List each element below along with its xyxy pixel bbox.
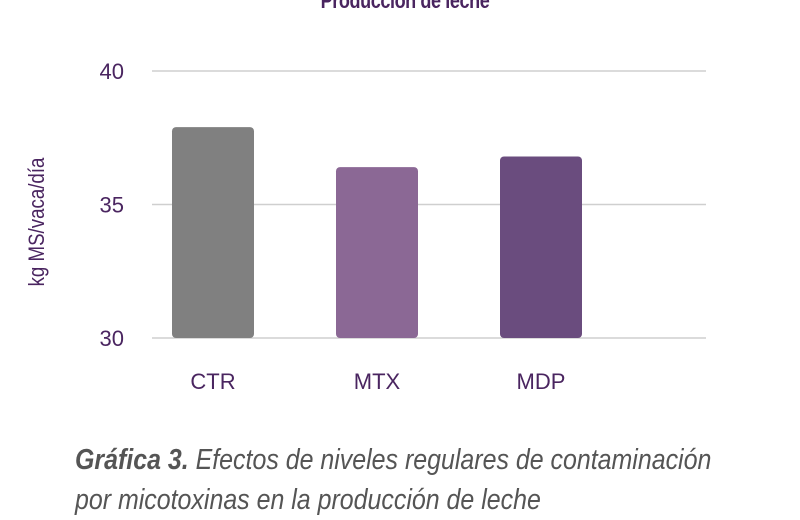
y-tick-labels: 30 35 40	[100, 59, 124, 351]
x-tick-label-ctr: CTR	[190, 369, 235, 394]
bar-mtx	[336, 167, 418, 338]
y-tick-label: 30	[100, 326, 124, 351]
caption-text-1: Efectos de niveles regulares de contamin…	[195, 444, 712, 476]
x-tick-labels: CTR MTX MDP	[190, 369, 565, 394]
chart-title: Producción de leche	[320, 0, 490, 13]
bar-chart: 30 35 40 CTR MTX MDP kg MS/vaca/día	[26, 59, 706, 394]
caption-line-2: por micotoxinas en la producción de lech…	[75, 484, 541, 516]
figure-caption: Gráfica 3. Efectos de niveles regulares …	[75, 440, 711, 520]
y-tick-label: 35	[100, 193, 124, 218]
y-tick-label: 40	[100, 59, 124, 84]
caption-label: Gráfica 3.	[75, 444, 189, 476]
bars	[172, 127, 582, 338]
caption-line-1: Gráfica 3. Efectos de niveles regulares …	[75, 440, 711, 480]
x-tick-label-mtx: MTX	[354, 369, 401, 394]
bar-mdp	[500, 156, 582, 338]
x-tick-label-mdp: MDP	[517, 369, 566, 394]
y-axis-label: kg MS/vaca/día	[26, 157, 50, 286]
bar-ctr	[172, 127, 254, 338]
